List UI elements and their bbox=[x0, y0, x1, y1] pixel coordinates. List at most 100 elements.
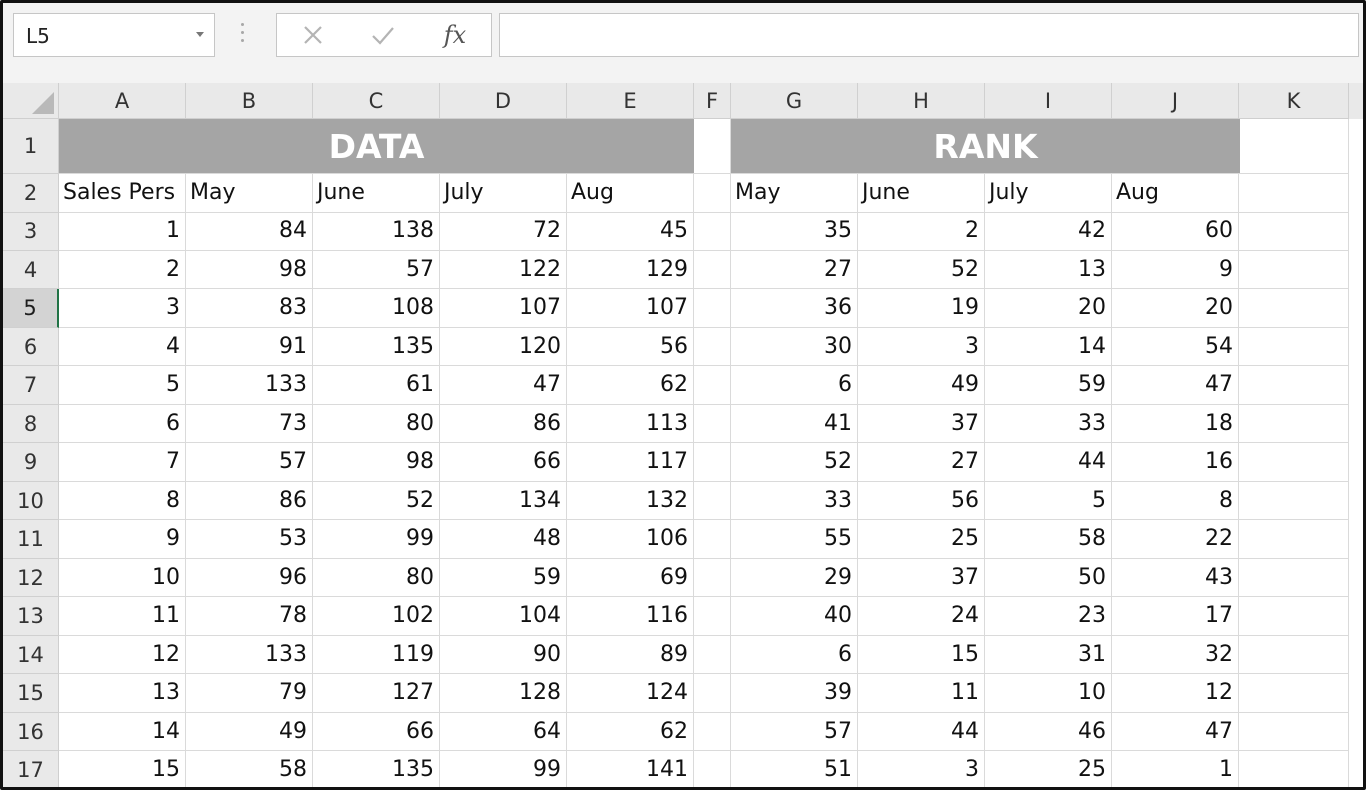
cell-g6[interactable]: 30 bbox=[731, 328, 858, 367]
cell-f5[interactable] bbox=[694, 289, 731, 328]
column-header-h[interactable]: H bbox=[858, 83, 985, 119]
cell-b13[interactable]: 78 bbox=[186, 597, 313, 636]
cell-h12[interactable]: 37 bbox=[858, 559, 985, 598]
cell-i5[interactable]: 20 bbox=[985, 289, 1112, 328]
cell-j7[interactable]: 47 bbox=[1112, 366, 1239, 405]
column-header-c[interactable]: C bbox=[313, 83, 440, 119]
cell-h9[interactable]: 27 bbox=[858, 443, 985, 482]
cell-d9[interactable]: 66 bbox=[440, 443, 567, 482]
cell-c13[interactable]: 102 bbox=[313, 597, 440, 636]
cell-g8[interactable]: 41 bbox=[731, 405, 858, 444]
cell-f10[interactable] bbox=[694, 482, 731, 521]
cell-h8[interactable]: 37 bbox=[858, 405, 985, 444]
cell-e2[interactable]: Aug bbox=[567, 174, 694, 213]
name-box[interactable]: L5 bbox=[13, 13, 215, 57]
cell-g15[interactable]: 39 bbox=[731, 674, 858, 713]
cell-a16[interactable]: 14 bbox=[59, 713, 186, 752]
cell-d12[interactable]: 59 bbox=[440, 559, 567, 598]
cell-d15[interactable]: 128 bbox=[440, 674, 567, 713]
cell-i4[interactable]: 13 bbox=[985, 251, 1112, 290]
cell-j13[interactable]: 17 bbox=[1112, 597, 1239, 636]
cell-e5[interactable]: 107 bbox=[567, 289, 694, 328]
cell-k3[interactable] bbox=[1239, 212, 1349, 251]
row-header-3[interactable]: 3 bbox=[3, 212, 59, 251]
cell-b4[interactable]: 98 bbox=[186, 251, 313, 290]
cell-i11[interactable]: 58 bbox=[985, 520, 1112, 559]
cell-f4[interactable] bbox=[694, 251, 731, 290]
cell-i17[interactable]: 25 bbox=[985, 751, 1112, 790]
cell-c4[interactable]: 57 bbox=[313, 251, 440, 290]
cell-g12[interactable]: 29 bbox=[731, 559, 858, 598]
cell-f14[interactable] bbox=[694, 636, 731, 675]
cell-j5[interactable]: 20 bbox=[1112, 289, 1239, 328]
cell-j14[interactable]: 32 bbox=[1112, 636, 1239, 675]
cell-c5[interactable]: 108 bbox=[313, 289, 440, 328]
cell-f9[interactable] bbox=[694, 443, 731, 482]
cell-c8[interactable]: 80 bbox=[313, 405, 440, 444]
cell-i3[interactable]: 42 bbox=[985, 212, 1112, 251]
cell-a7[interactable]: 5 bbox=[59, 366, 186, 405]
cell-d7[interactable]: 47 bbox=[440, 366, 567, 405]
cell-g11[interactable]: 55 bbox=[731, 520, 858, 559]
cell-j6[interactable]: 54 bbox=[1112, 328, 1239, 367]
cell-j10[interactable]: 8 bbox=[1112, 482, 1239, 521]
cell-f1[interactable] bbox=[694, 119, 731, 174]
row-header-4[interactable]: 4 bbox=[3, 251, 59, 290]
cell-h6[interactable]: 3 bbox=[858, 328, 985, 367]
cell-g14[interactable]: 6 bbox=[731, 636, 858, 675]
cell-c7[interactable]: 61 bbox=[313, 366, 440, 405]
cell-f6[interactable] bbox=[694, 328, 731, 367]
cell-g3[interactable]: 35 bbox=[731, 212, 858, 251]
cell-k1[interactable] bbox=[1239, 119, 1349, 174]
cell-b16[interactable]: 49 bbox=[186, 713, 313, 752]
cell-e12[interactable]: 69 bbox=[567, 559, 694, 598]
cell-c6[interactable]: 135 bbox=[313, 328, 440, 367]
column-header-f[interactable]: F bbox=[694, 83, 731, 119]
cell-i10[interactable]: 5 bbox=[985, 482, 1112, 521]
cell-i13[interactable]: 23 bbox=[985, 597, 1112, 636]
insert-function-fx-icon[interactable]: fx bbox=[435, 20, 475, 52]
cell-k9[interactable] bbox=[1239, 443, 1349, 482]
row-header-10[interactable]: 10 bbox=[3, 482, 59, 521]
cell-i6[interactable]: 14 bbox=[985, 328, 1112, 367]
cell-i15[interactable]: 10 bbox=[985, 674, 1112, 713]
cell-c15[interactable]: 127 bbox=[313, 674, 440, 713]
cell-d4[interactable]: 122 bbox=[440, 251, 567, 290]
cell-g16[interactable]: 57 bbox=[731, 713, 858, 752]
cell-i2[interactable]: July bbox=[985, 174, 1112, 213]
cell-a17[interactable]: 15 bbox=[59, 751, 186, 790]
cell-i12[interactable]: 50 bbox=[985, 559, 1112, 598]
cell-a6[interactable]: 4 bbox=[59, 328, 186, 367]
cell-e16[interactable]: 62 bbox=[567, 713, 694, 752]
row-header-2[interactable]: 2 bbox=[3, 174, 59, 213]
cell-j9[interactable]: 16 bbox=[1112, 443, 1239, 482]
cell-b5[interactable]: 83 bbox=[186, 289, 313, 328]
cell-h17[interactable]: 3 bbox=[858, 751, 985, 790]
column-header-a[interactable]: A bbox=[59, 83, 186, 119]
data-banner[interactable]: DATA bbox=[59, 119, 694, 174]
row-header-8[interactable]: 8 bbox=[3, 405, 59, 444]
cell-k13[interactable] bbox=[1239, 597, 1349, 636]
cell-k10[interactable] bbox=[1239, 482, 1349, 521]
enter-check-icon[interactable] bbox=[363, 20, 403, 52]
cell-j17[interactable]: 1 bbox=[1112, 751, 1239, 790]
cell-f13[interactable] bbox=[694, 597, 731, 636]
cell-a4[interactable]: 2 bbox=[59, 251, 186, 290]
cell-f15[interactable] bbox=[694, 674, 731, 713]
cell-i14[interactable]: 31 bbox=[985, 636, 1112, 675]
cell-d11[interactable]: 48 bbox=[440, 520, 567, 559]
cell-f11[interactable] bbox=[694, 520, 731, 559]
cell-h13[interactable]: 24 bbox=[858, 597, 985, 636]
cell-e14[interactable]: 89 bbox=[567, 636, 694, 675]
cell-d8[interactable]: 86 bbox=[440, 405, 567, 444]
cell-h16[interactable]: 44 bbox=[858, 713, 985, 752]
cell-c11[interactable]: 99 bbox=[313, 520, 440, 559]
cell-g9[interactable]: 52 bbox=[731, 443, 858, 482]
cell-g17[interactable]: 51 bbox=[731, 751, 858, 790]
row-header-15[interactable]: 15 bbox=[3, 674, 59, 713]
cell-b14[interactable]: 133 bbox=[186, 636, 313, 675]
row-header-5[interactable]: 5 bbox=[3, 289, 59, 328]
cell-k16[interactable] bbox=[1239, 713, 1349, 752]
cell-g7[interactable]: 6 bbox=[731, 366, 858, 405]
column-header-g[interactable]: G bbox=[731, 83, 858, 119]
